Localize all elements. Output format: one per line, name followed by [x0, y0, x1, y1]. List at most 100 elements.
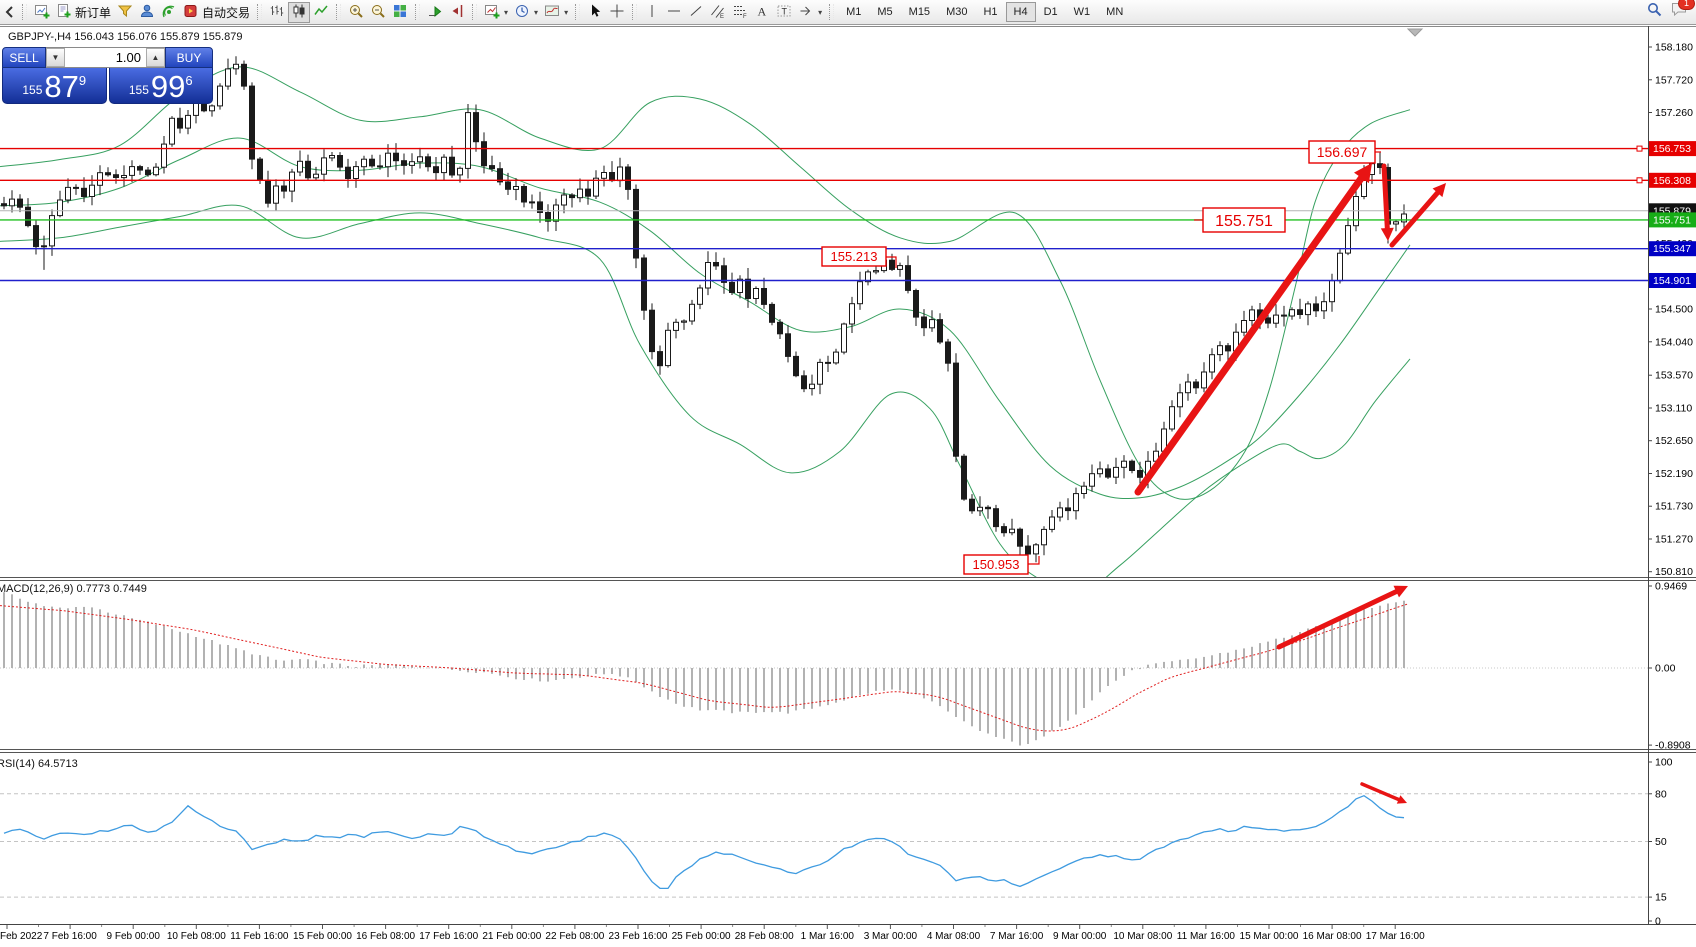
- cursor-button[interactable]: [584, 2, 606, 23]
- bollinger-lower: [0, 204, 1411, 577]
- svg-text:152.650: 152.650: [1655, 435, 1693, 447]
- svg-text:157.260: 157.260: [1655, 107, 1693, 119]
- new-order-button[interactable]: 新订单: [53, 2, 114, 23]
- svg-text:28 Feb 08:00: 28 Feb 08:00: [735, 931, 794, 942]
- time-axis[interactable]: Feb 2022 7 Feb 16:00 9 Feb 00:00 10 Feb 08:…: [0, 925, 1425, 942]
- chart-shift-button[interactable]: [446, 2, 468, 23]
- svg-text:157.720: 157.720: [1655, 74, 1693, 86]
- toolbar-right: 1: [1646, 0, 1696, 23]
- toolbar: 新订单 自动交易 ▾ ▾ ▾ E F A T ▾ M1 M5 M15 M30 H1 H4 D…: [0, 0, 1696, 25]
- line-chart-button[interactable]: [310, 2, 332, 23]
- arrows-icon: [798, 3, 814, 22]
- svg-text:154.040: 154.040: [1655, 336, 1693, 348]
- signals-icon: [161, 3, 177, 22]
- auto-scroll-button[interactable]: [424, 2, 446, 23]
- svg-text:16 Mar 08:00: 16 Mar 08:00: [1303, 931, 1362, 942]
- rsi-axis: 100 80 50 15 0: [1648, 757, 1673, 928]
- zoom-in-button[interactable]: [345, 2, 367, 23]
- zoom-out-button[interactable]: [367, 2, 389, 23]
- svg-text:A: A: [758, 4, 767, 18]
- new-chart-icon: [34, 3, 50, 22]
- svg-text:9 Feb 00:00: 9 Feb 00:00: [107, 931, 161, 942]
- volume-increase-button[interactable]: ▲: [146, 48, 165, 67]
- text-icon: A: [754, 3, 770, 22]
- price-callout-label: 155.213: [831, 249, 878, 264]
- buy-button[interactable]: BUY: [165, 47, 213, 68]
- buy-price-panel[interactable]: 155 99 6: [108, 68, 213, 104]
- templates-button[interactable]: ▾: [541, 2, 571, 23]
- chat-button[interactable]: 1: [1671, 0, 1695, 22]
- timeframe-button-M30[interactable]: M30: [938, 2, 975, 22]
- indicators-icon: [484, 3, 500, 22]
- text-button[interactable]: A: [751, 2, 773, 23]
- price-chart[interactable]: 158.180157.720157.260156.800156.340155.8…: [0, 26, 1696, 947]
- market-watch-button[interactable]: [114, 2, 136, 23]
- price-callouts[interactable]: 156.697 155.751 155.213 150.953: [821, 140, 1381, 575]
- timeframe-button-MN[interactable]: MN: [1098, 2, 1131, 22]
- text-label-button[interactable]: T: [773, 2, 795, 23]
- candlestick-chart-icon: [291, 3, 307, 22]
- bar-chart-button[interactable]: [266, 2, 288, 23]
- sell-price-small: 155: [22, 83, 43, 97]
- navigator-button[interactable]: [136, 2, 158, 23]
- volume-box: ▼ ▲: [46, 47, 165, 68]
- new-chart-button[interactable]: [31, 2, 53, 23]
- sell-price-sup: 9: [78, 73, 87, 88]
- panel-borders: [0, 26, 1696, 925]
- svg-text:23 Feb 16:00: 23 Feb 16:00: [609, 931, 668, 942]
- timeframe-button-M5[interactable]: M5: [869, 2, 900, 22]
- timeframe-button-H1[interactable]: H1: [975, 2, 1005, 22]
- arrows-button[interactable]: ▾: [795, 2, 825, 23]
- sell-button[interactable]: SELL: [2, 47, 46, 68]
- templates-dropdown-icon[interactable]: ▾: [564, 7, 569, 17]
- svg-text:17 Feb 16:00: 17 Feb 16:00: [419, 931, 478, 942]
- search-icon[interactable]: [1646, 1, 1663, 23]
- templates-icon: [544, 3, 560, 22]
- price-callout-label: 150.953: [973, 557, 1020, 572]
- price-callout-label: 156.697: [1317, 144, 1368, 160]
- indicators-button[interactable]: ▾: [481, 2, 511, 23]
- svg-text:T: T: [782, 6, 788, 16]
- vertical-line-button[interactable]: [641, 2, 663, 23]
- fibonacci-button[interactable]: F: [729, 2, 751, 23]
- channel-button[interactable]: E: [707, 2, 729, 23]
- autotrading-button[interactable]: 自动交易: [180, 2, 253, 23]
- timeframe-button-W1[interactable]: W1: [1066, 2, 1099, 22]
- indicators-dropdown-icon[interactable]: ▾: [504, 7, 509, 17]
- zoom-in-icon: [348, 3, 364, 22]
- svg-text:E: E: [720, 14, 724, 19]
- sell-price-big: 87: [44, 69, 79, 104]
- sell-price-panel[interactable]: 155 87 9: [2, 68, 107, 104]
- periods-dropdown-icon[interactable]: ▾: [534, 7, 539, 17]
- svg-text:0.00: 0.00: [1655, 663, 1676, 675]
- toolbar-overflow-icon[interactable]: [0, 1, 18, 24]
- svg-text:100: 100: [1655, 757, 1673, 769]
- timeframe-button-H4[interactable]: H4: [1005, 2, 1036, 22]
- periods-button[interactable]: ▾: [511, 2, 541, 23]
- timeframe-button-M15[interactable]: M15: [901, 2, 938, 22]
- svg-text:3 Mar 00:00: 3 Mar 00:00: [864, 931, 918, 942]
- macd-panel: [0, 592, 1648, 746]
- text-label-icon: T: [776, 3, 792, 22]
- crosshair-button[interactable]: [606, 2, 628, 23]
- svg-text:15 Mar 00:00: 15 Mar 00:00: [1240, 931, 1299, 942]
- trendline-button[interactable]: [685, 2, 707, 23]
- svg-text:-0.8908: -0.8908: [1655, 740, 1691, 752]
- auto-trading-label: 自动交易: [202, 5, 251, 20]
- volume-input[interactable]: [65, 48, 146, 67]
- svg-text:11 Mar 16:00: 11 Mar 16:00: [1177, 931, 1236, 942]
- toolbar-grip: [257, 4, 263, 20]
- tile-windows-button[interactable]: [389, 2, 411, 23]
- arrows-dropdown-icon[interactable]: ▾: [818, 7, 823, 17]
- horizontal-line-icon: [666, 3, 682, 22]
- bollinger-bands: [0, 66, 1411, 577]
- timeframe-button-D1[interactable]: D1: [1036, 2, 1066, 22]
- volume-decrease-button[interactable]: ▼: [46, 48, 65, 67]
- timeframe-button-M1[interactable]: M1: [838, 2, 869, 22]
- horizontal-line-button[interactable]: [663, 2, 685, 23]
- svg-text:153.570: 153.570: [1655, 370, 1693, 382]
- signals-button[interactable]: [158, 2, 180, 23]
- chart-shift-marker: [1406, 28, 1424, 37]
- candlestick-chart-button[interactable]: [288, 1, 311, 23]
- trend-arrows[interactable]: [1134, 163, 1446, 804]
